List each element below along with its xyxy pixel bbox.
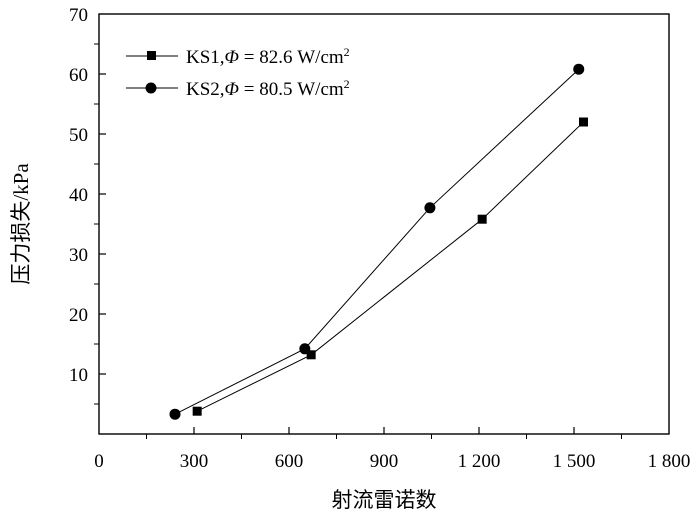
y-tick-label: 20	[69, 305, 88, 326]
data-point-square	[306, 350, 316, 360]
series-lines	[174, 68, 584, 415]
series-markers	[169, 63, 588, 420]
x-tick-label: 0	[94, 451, 104, 472]
x-tick-label: 900	[370, 451, 399, 472]
data-point-square	[579, 117, 588, 127]
data-point-circle	[299, 343, 311, 355]
y-tick-label: 60	[69, 65, 88, 86]
legend: KS1,Φ = 82.6 W/cm2 KS2,Φ = 80.5 W/cm2	[126, 45, 350, 100]
x-tick-label: 300	[180, 451, 209, 472]
plot-frame	[98, 13, 670, 435]
legend-marker-square	[147, 51, 156, 60]
x-tick-label: 1 500	[553, 451, 596, 472]
x-axis-title: 射流雷诺数	[332, 488, 437, 512]
y-tick-label: 40	[69, 185, 88, 206]
data-point-square	[477, 214, 487, 224]
data-point-circle	[424, 202, 436, 214]
y-tick-label: 30	[69, 245, 88, 266]
series-line-2	[174, 68, 580, 415]
y-tick-label: 70	[69, 5, 88, 26]
axis-ticks	[94, 43, 622, 439]
y-axis-title: 压力损失/kPa	[9, 163, 33, 285]
y-tick-label: 10	[69, 365, 88, 386]
legend-label-ks2: KS2,Φ = 80.5 W/cm2	[186, 77, 350, 100]
legend-item-ks2: KS2,Φ = 80.5 W/cm2	[126, 77, 350, 100]
x-tick-label: 1 800	[648, 451, 691, 472]
tick-labels: 0 300 600 900 1 200 1 500 1 800 10 20 30 40 50 60 70	[69, 5, 690, 472]
x-tick-label: 1 200	[458, 451, 501, 472]
data-point-circle	[169, 408, 181, 420]
legend-label-ks1: KS1,Φ = 82.6 W/cm2	[186, 45, 350, 68]
x-tick-label: 600	[275, 451, 304, 472]
legend-item-ks1: KS1,Φ = 82.6 W/cm2	[126, 45, 350, 68]
series-line-1	[196, 121, 584, 412]
y-tick-label: 50	[69, 125, 88, 146]
data-point-square	[192, 406, 202, 416]
data-point-circle	[573, 63, 585, 75]
legend-marker-circle	[145, 82, 157, 94]
